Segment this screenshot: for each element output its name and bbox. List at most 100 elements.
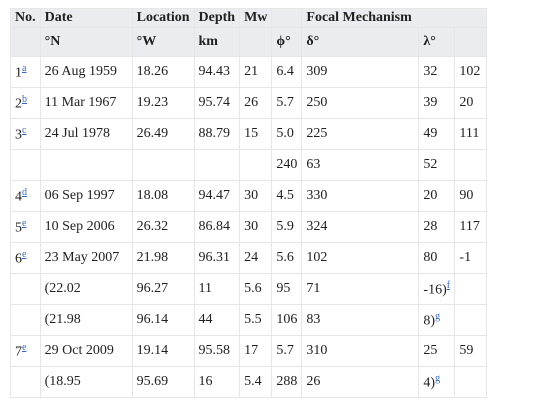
cell-text: 2 bbox=[15, 96, 22, 112]
table-cell: 24 bbox=[239, 242, 273, 274]
footnote-link[interactable]: c bbox=[22, 124, 27, 136]
header-cell bbox=[10, 27, 41, 57]
table-cell: 88.79 bbox=[193, 118, 241, 150]
table-cell: 17 bbox=[239, 335, 273, 367]
cell-text: 4 bbox=[15, 189, 22, 205]
table-cell: 2b bbox=[10, 87, 41, 119]
table-row: 6e 23 May 2007 21.98 96.31 24 5.6 102 80 -1 bbox=[10, 242, 488, 274]
data-table: No. Date Location Depth Mw Focal Mechanism °N °… bbox=[10, 8, 488, 398]
table-row: (21.98 96.14 44 5.5 106 83 8)g bbox=[10, 304, 488, 336]
footnote-link[interactable]: e bbox=[22, 248, 27, 260]
table-cell: 5.7 bbox=[271, 87, 303, 119]
table-cell: 1a bbox=[10, 56, 41, 88]
table-cell bbox=[10, 304, 41, 336]
table-cell: 26.32 bbox=[131, 211, 195, 243]
table-cell: 5e bbox=[10, 211, 41, 243]
table-cell: 6e bbox=[10, 242, 41, 274]
footnote-link[interactable]: g bbox=[435, 372, 441, 384]
table-cell: 310 bbox=[301, 335, 420, 367]
table-cell: 18.08 bbox=[131, 180, 195, 212]
table-cell: 83 bbox=[301, 304, 420, 336]
footnote-link[interactable]: e bbox=[22, 341, 27, 353]
table-row: 240 63 52 bbox=[10, 149, 488, 181]
table-cell: 29 Oct 2009 bbox=[39, 335, 133, 367]
table-cell: 7e bbox=[10, 335, 41, 367]
footnote-link[interactable]: f bbox=[446, 279, 451, 291]
table-cell: 86.84 bbox=[193, 211, 241, 243]
table-cell: 11 bbox=[193, 273, 241, 305]
table-row: 5e 10 Sep 2006 26.32 86.84 30 5.9 324 28 117 bbox=[10, 211, 488, 243]
footnote-link[interactable]: d bbox=[22, 186, 27, 198]
table-cell bbox=[454, 273, 488, 305]
table-row: 7e 29 Oct 2009 19.14 95.58 17 5.7 310 25 59 bbox=[10, 335, 488, 367]
table-cell: 309 bbox=[301, 56, 420, 88]
table-row: (22.02 96.27 11 5.6 95 71 -16)f bbox=[10, 273, 488, 305]
table-cell: 95.58 bbox=[193, 335, 241, 367]
footnote-link[interactable]: g bbox=[435, 310, 441, 322]
table-cell: 96.31 bbox=[193, 242, 241, 274]
table-cell: 30 bbox=[239, 180, 273, 212]
table-cell: (18.95 bbox=[39, 366, 133, 398]
table-cell bbox=[454, 366, 488, 398]
footnote-link[interactable]: a bbox=[22, 62, 27, 74]
cell-text: 5 bbox=[15, 220, 22, 236]
header-cell: Date bbox=[39, 8, 133, 28]
table-cell: 21 bbox=[239, 56, 273, 88]
header-cell: Location bbox=[131, 8, 195, 28]
table-cell: 330 bbox=[301, 180, 420, 212]
table-cell: 96.27 bbox=[131, 273, 195, 305]
table-cell bbox=[10, 273, 41, 305]
header-cell: Depth bbox=[193, 8, 241, 28]
table-cell bbox=[39, 149, 133, 181]
table-cell: 52 bbox=[418, 149, 456, 181]
cell-text: 6 bbox=[15, 251, 22, 267]
table-cell: 5.6 bbox=[271, 242, 303, 274]
table-cell: 10 Sep 2006 bbox=[39, 211, 133, 243]
header-cell: km bbox=[193, 27, 241, 57]
footnote-link[interactable]: e bbox=[22, 217, 27, 229]
table-cell: 25 bbox=[418, 335, 456, 367]
table-cell: 5.6 bbox=[239, 273, 273, 305]
cell-text: 3 bbox=[15, 127, 22, 143]
table-cell: 94.43 bbox=[193, 56, 241, 88]
table-cell: 5.9 bbox=[271, 211, 303, 243]
table-cell: (21.98 bbox=[39, 304, 133, 336]
table-row: (18.95 95.69 16 5.4 288 26 4)g bbox=[10, 366, 488, 398]
table-cell: 324 bbox=[301, 211, 420, 243]
cell-text: 1 bbox=[15, 65, 22, 81]
table-cell: 102 bbox=[454, 56, 488, 88]
table-cell: 20 bbox=[454, 87, 488, 119]
table-cell: 30 bbox=[239, 211, 273, 243]
table-cell: 06 Sep 1997 bbox=[39, 180, 133, 212]
table-cell bbox=[10, 149, 41, 181]
table-cell: 5.5 bbox=[239, 304, 273, 336]
table-cell: 106 bbox=[271, 304, 303, 336]
table-cell: 11 Mar 1967 bbox=[39, 87, 133, 119]
table-cell: 20 bbox=[418, 180, 456, 212]
table-cell: 44 bbox=[193, 304, 241, 336]
header-cell: Mw bbox=[239, 8, 273, 28]
table-cell: 32 bbox=[418, 56, 456, 88]
header-cell: λ° bbox=[418, 27, 456, 57]
header-cell bbox=[454, 27, 488, 57]
cell-text: -16) bbox=[423, 282, 447, 298]
header-row: °N °W km ϕ° δ° λ° bbox=[10, 27, 488, 57]
table-row: 1a 26 Aug 1959 18.26 94.43 21 6.4 309 32 102 bbox=[10, 56, 488, 88]
table-cell: 96.14 bbox=[131, 304, 195, 336]
table-cell: 4.5 bbox=[271, 180, 303, 212]
table-cell: 8)g bbox=[418, 304, 456, 336]
table-cell: 90 bbox=[454, 180, 488, 212]
table-cell: 250 bbox=[301, 87, 420, 119]
header-cell: ϕ° bbox=[271, 27, 303, 57]
header-cell bbox=[271, 8, 303, 28]
table-cell: 288 bbox=[271, 366, 303, 398]
table-cell: 26.49 bbox=[131, 118, 195, 150]
table-cell bbox=[454, 149, 488, 181]
table-row: 3c 24 Jul 1978 26.49 88.79 15 5.0 225 49 111 bbox=[10, 118, 488, 150]
table-cell: 23 May 2007 bbox=[39, 242, 133, 274]
table-cell: 3c bbox=[10, 118, 41, 150]
table-cell: 95.69 bbox=[131, 366, 195, 398]
table-cell: 102 bbox=[301, 242, 420, 274]
footnote-link[interactable]: b bbox=[22, 93, 27, 105]
table-cell: 59 bbox=[454, 335, 488, 367]
